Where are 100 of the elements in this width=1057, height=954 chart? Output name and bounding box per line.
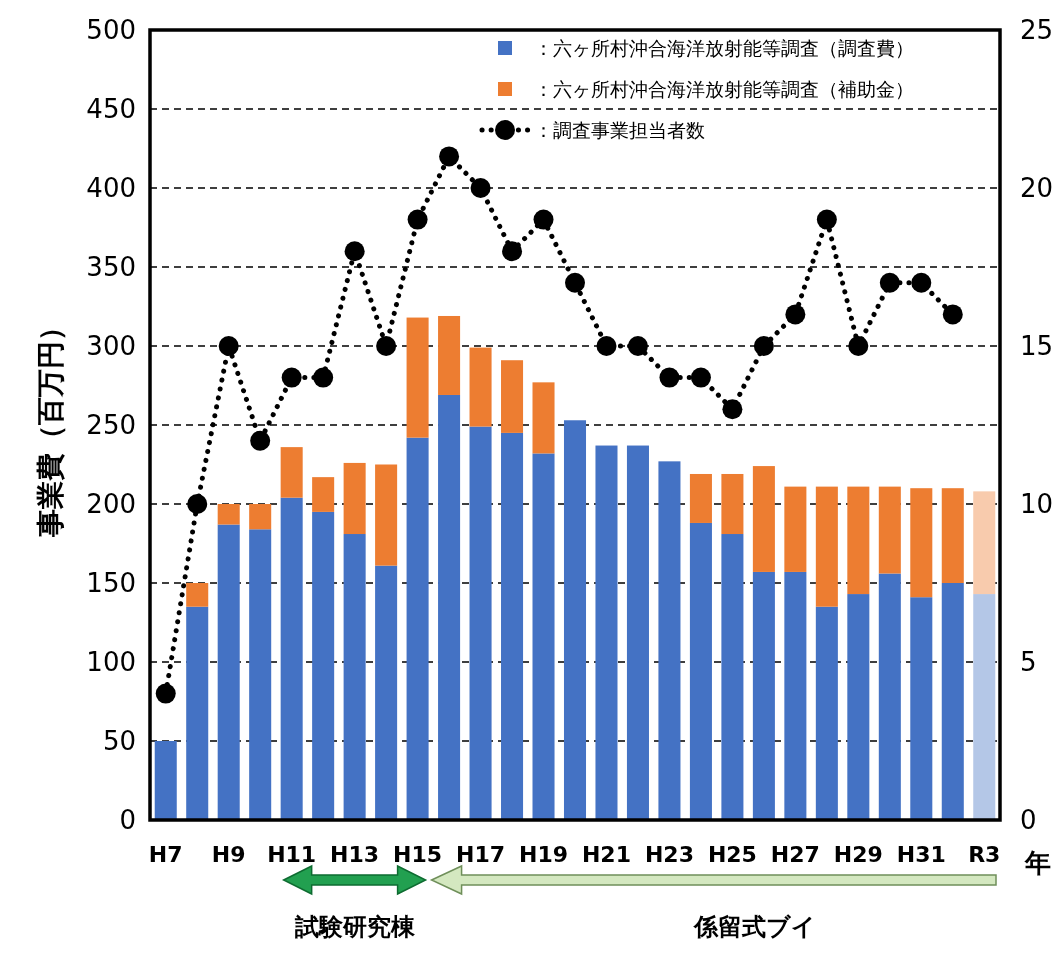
bar — [752, 466, 775, 572]
y-tick-label: 450 — [86, 94, 136, 124]
point — [753, 336, 774, 356]
x-tick-label: H23 — [644, 842, 694, 867]
legend-label: ：六ヶ所村沖合海洋放射能等調査（調査費） — [534, 37, 914, 59]
bar — [910, 597, 933, 820]
bar — [752, 571, 775, 820]
point — [533, 209, 554, 230]
bar — [973, 491, 996, 595]
point — [816, 209, 837, 230]
point — [344, 241, 365, 262]
point — [313, 367, 334, 388]
point — [942, 304, 963, 325]
point — [879, 272, 900, 293]
bar — [595, 445, 618, 820]
bar — [312, 477, 335, 512]
x-tick-label: H17 — [456, 842, 506, 867]
y-tick-label: 150 — [86, 568, 136, 598]
bar — [689, 473, 712, 523]
bar — [721, 534, 744, 820]
point — [218, 336, 239, 356]
bar — [501, 360, 524, 433]
y2-tick-label: 20 — [1020, 173, 1054, 203]
y-tick-label: 300 — [86, 331, 136, 361]
point — [155, 683, 176, 704]
x-tick-label: H21 — [581, 842, 631, 867]
bar — [249, 504, 272, 530]
bar — [186, 583, 209, 607]
bar — [784, 486, 807, 572]
x-axis-title: 年 — [1024, 848, 1051, 878]
bar — [501, 432, 524, 820]
y-tick-label: 350 — [86, 252, 136, 282]
bar — [469, 426, 492, 820]
x-tick-label: H13 — [330, 842, 380, 867]
bar — [878, 486, 901, 574]
point — [627, 336, 648, 356]
point — [848, 336, 869, 356]
y-tick-label: 200 — [86, 489, 136, 519]
bar — [280, 497, 303, 820]
y-tick-label: 400 — [86, 173, 136, 203]
y2-tick-label: 0 — [1020, 805, 1037, 835]
bar — [658, 461, 681, 820]
point — [690, 367, 711, 388]
x-tick-label: H15 — [393, 842, 443, 867]
point — [250, 430, 271, 451]
bar — [280, 447, 303, 498]
bar — [217, 524, 240, 820]
x-tick-label: H31 — [896, 842, 946, 867]
point — [659, 367, 680, 388]
bar — [186, 606, 209, 820]
x-tick-label: H9 — [211, 842, 246, 867]
bar — [563, 420, 587, 820]
bar — [721, 473, 744, 535]
bar — [847, 486, 870, 595]
y-tick-label: 0 — [119, 805, 136, 835]
bar — [312, 511, 335, 820]
x-tick-label: H27 — [770, 842, 820, 867]
bar — [438, 315, 461, 395]
text: 試験研究棟 — [293, 913, 416, 941]
bar — [815, 606, 838, 820]
bar — [375, 464, 398, 566]
x-tick-label: H19 — [519, 842, 569, 867]
point — [187, 494, 208, 514]
y2-tick-label: 25 — [1020, 15, 1054, 45]
bar — [878, 573, 901, 820]
bar — [375, 565, 398, 820]
point — [470, 178, 491, 198]
bar — [815, 486, 838, 607]
point — [439, 146, 460, 167]
point — [596, 336, 617, 356]
x-tick-label: H25 — [707, 842, 757, 867]
bar — [941, 583, 964, 820]
text: 係留式ブイ — [693, 913, 816, 941]
y-tick-label: 250 — [86, 410, 136, 440]
bar — [217, 504, 240, 525]
x-tick-label: H29 — [833, 842, 883, 867]
bar — [847, 594, 870, 820]
bar — [249, 529, 272, 820]
y-tick-label: 50 — [102, 726, 136, 756]
point — [407, 209, 428, 230]
bar — [406, 437, 429, 820]
x-tick-label: H11 — [267, 842, 317, 867]
x-tick-label: H7 — [148, 842, 183, 867]
bar — [343, 534, 366, 820]
y-tick-label: 100 — [86, 647, 136, 677]
bar — [941, 488, 964, 583]
x-tick-label: R3 — [968, 842, 1001, 867]
bar — [438, 394, 461, 820]
legend-label: ：六ヶ所村沖合海洋放射能等調査（補助金） — [534, 78, 914, 100]
point — [722, 399, 743, 420]
point — [502, 241, 523, 262]
point — [281, 367, 302, 388]
bar — [532, 382, 555, 454]
bar — [689, 522, 712, 820]
bar — [343, 462, 366, 535]
bar — [406, 317, 429, 438]
y-tick-label: 500 — [86, 15, 136, 45]
bar — [973, 594, 996, 820]
point — [785, 304, 806, 325]
bar — [154, 741, 177, 820]
